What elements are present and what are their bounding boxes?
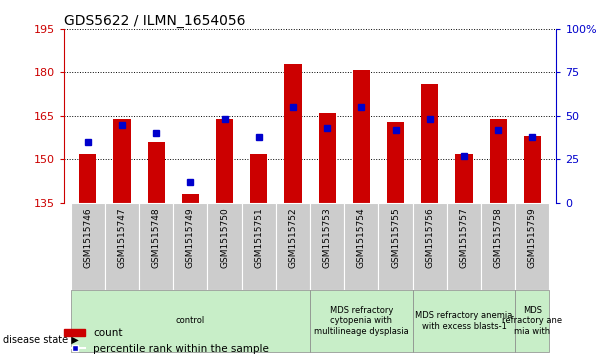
Text: GSM1515752: GSM1515752: [288, 207, 297, 268]
Text: disease state ▶: disease state ▶: [3, 334, 79, 344]
Bar: [447, 203, 481, 290]
Bar: [344, 203, 378, 290]
Bar: [105, 203, 139, 290]
Text: GSM1515751: GSM1515751: [254, 207, 263, 268]
Text: GSM1515757: GSM1515757: [460, 207, 469, 268]
Bar: [421, 84, 438, 203]
Text: GSM1515753: GSM1515753: [323, 207, 332, 268]
Text: GSM1515755: GSM1515755: [391, 207, 400, 268]
Text: GDS5622 / ILMN_1654056: GDS5622 / ILMN_1654056: [64, 14, 246, 28]
Bar: [216, 119, 233, 203]
Bar: [71, 203, 105, 290]
Bar: [139, 203, 173, 290]
Bar: [310, 203, 344, 290]
Bar: [250, 154, 268, 203]
Text: control: control: [176, 316, 205, 325]
Bar: [173, 203, 207, 290]
Text: MDS
refractory ane
mia with: MDS refractory ane mia with: [502, 306, 562, 336]
Text: GSM1515746: GSM1515746: [83, 207, 92, 268]
Bar: [481, 203, 516, 290]
Bar: [182, 194, 199, 203]
Bar: [455, 154, 472, 203]
Bar: [413, 290, 516, 352]
Bar: [114, 119, 131, 203]
Bar: [207, 203, 242, 290]
Bar: [387, 122, 404, 203]
Bar: [79, 154, 96, 203]
Bar: [489, 119, 506, 203]
Bar: [516, 290, 550, 352]
Bar: [516, 203, 550, 290]
Bar: [276, 203, 310, 290]
Bar: [413, 203, 447, 290]
Bar: [524, 136, 541, 203]
Text: GSM1515749: GSM1515749: [186, 207, 195, 268]
Bar: [353, 70, 370, 203]
Bar: [148, 142, 165, 203]
Text: GSM1515758: GSM1515758: [494, 207, 503, 268]
Bar: [310, 290, 413, 352]
Bar: [319, 113, 336, 203]
Text: GSM1515759: GSM1515759: [528, 207, 537, 268]
Bar: [242, 203, 276, 290]
Text: GSM1515748: GSM1515748: [151, 207, 161, 268]
Text: MDS refractory anemia
with excess blasts-1: MDS refractory anemia with excess blasts…: [415, 311, 513, 331]
Text: GSM1515747: GSM1515747: [117, 207, 126, 268]
Text: GSM1515754: GSM1515754: [357, 207, 366, 268]
Text: GSM1515756: GSM1515756: [425, 207, 434, 268]
Legend: count, percentile rank within the sample: count, percentile rank within the sample: [60, 324, 274, 358]
Text: GSM1515750: GSM1515750: [220, 207, 229, 268]
Bar: [379, 203, 413, 290]
Bar: [71, 290, 310, 352]
Text: MDS refractory
cytopenia with
multilineage dysplasia: MDS refractory cytopenia with multilinea…: [314, 306, 409, 336]
Bar: [285, 64, 302, 203]
